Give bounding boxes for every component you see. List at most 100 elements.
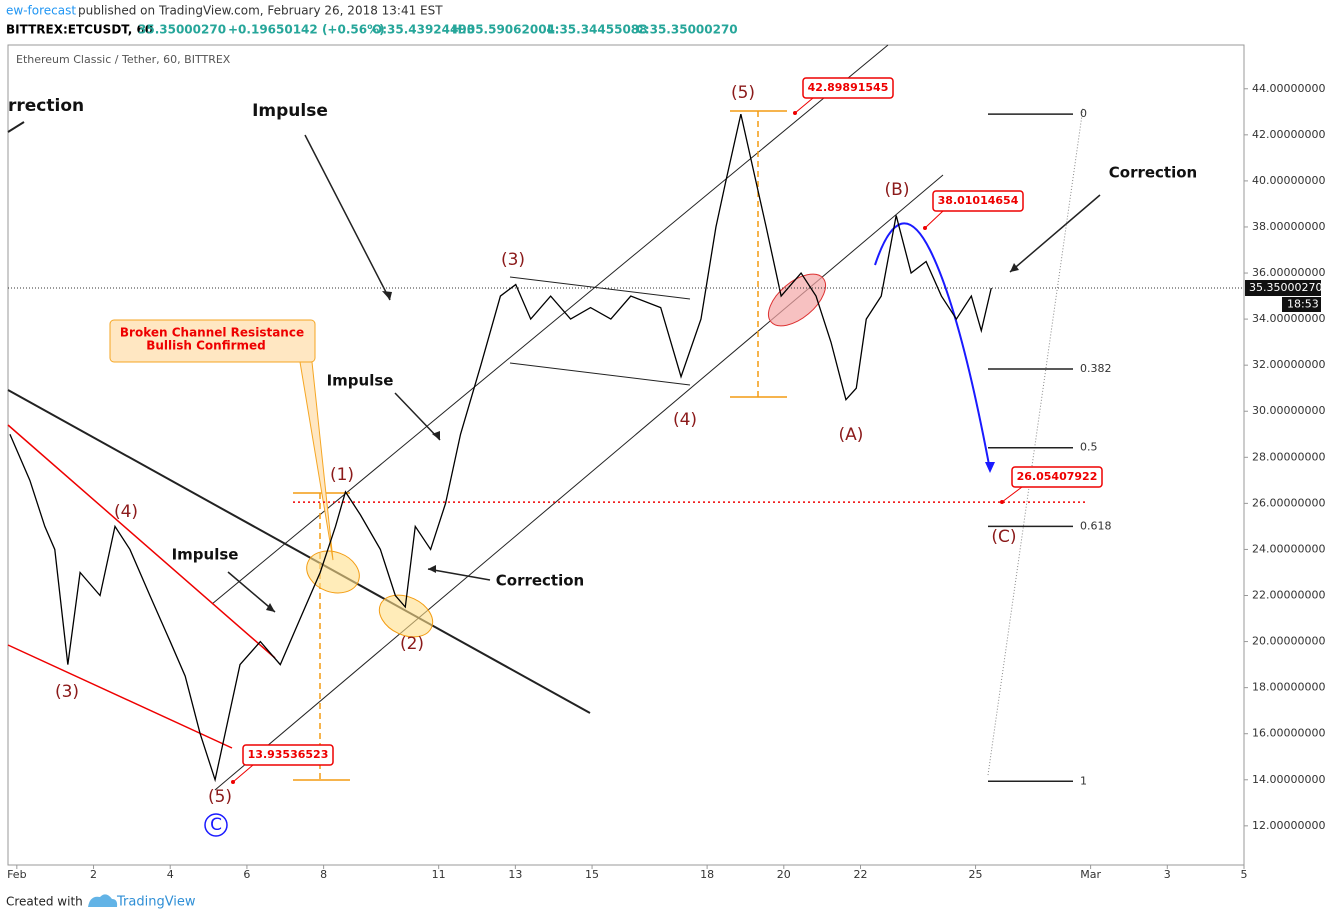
price-label: 42.89891545 [808, 81, 889, 94]
measure [293, 110, 787, 781]
close: C:35.35000270 [636, 23, 738, 37]
y-tick-label: 42.00000000 [1252, 128, 1325, 141]
x-tick-label: 22 [854, 868, 868, 881]
author[interactable]: ew-forecast [6, 4, 76, 18]
price-dot [1000, 500, 1004, 504]
price-label: 38.01014654 [938, 194, 1019, 207]
highlight [306, 550, 360, 594]
price: 35.35000270 [138, 23, 226, 37]
fib-label: 0.618 [1080, 519, 1112, 532]
annotation: Correction [1109, 164, 1197, 182]
wave-label: (4) [673, 410, 697, 430]
x-tick-label: 6 [243, 868, 250, 881]
symbol: BITTREX:ETCUSDT, 60 [6, 23, 153, 37]
y-tick-label: 36.00000000 [1252, 266, 1325, 279]
footer-text: Created with [6, 895, 83, 909]
drawings [7, 44, 1101, 791]
y-tick-label: 24.00000000 [1252, 542, 1325, 555]
price-dot [793, 111, 797, 115]
price-dot [231, 780, 235, 784]
price-pointer [232, 764, 254, 783]
x-tick-label: 18 [700, 868, 714, 881]
x-tick-label: Mar [1080, 868, 1101, 881]
highlight [768, 273, 826, 327]
highlight [378, 594, 434, 638]
annotation: Impulse [172, 546, 239, 564]
brand[interactable]: TradingView [116, 895, 196, 910]
note-text: Broken Channel Resistance [120, 326, 304, 340]
price-box [1011, 466, 1103, 488]
x-tick-label: 5 [1241, 868, 1248, 881]
red-lines [7, 222, 995, 749]
wave-label: (B) [885, 180, 910, 200]
x-tick-label: 25 [969, 868, 983, 881]
y-tick-label: 38.00000000 [1252, 220, 1325, 233]
price-label: 13.93536523 [248, 748, 329, 761]
change: +0.19650142 (+0.56%) [228, 23, 385, 37]
y-tick-label: 18.00000000 [1252, 681, 1325, 694]
y-tick-label: 32.00000000 [1252, 358, 1325, 371]
y-tick-label: 34.00000000 [1252, 312, 1325, 325]
high: H:35.59062004 [452, 23, 555, 37]
price-dot [923, 226, 927, 230]
price-label: 26.05407922 [1017, 470, 1098, 483]
fib-label: 0.382 [1080, 362, 1112, 375]
x-tick-label: 2 [90, 868, 97, 881]
annotation: Impulse [327, 372, 394, 390]
note-box [109, 319, 316, 363]
y-tick-label: 14.00000000 [1252, 773, 1325, 786]
y-tick-label: 40.00000000 [1252, 174, 1325, 187]
countdown: 18:53 [1287, 298, 1319, 311]
wave-label: (3) [501, 250, 525, 270]
price-box [932, 190, 1024, 212]
annotation: Correction [496, 572, 584, 590]
subtitle: Ethereum Classic / Tether, 60, BITTREX [16, 53, 231, 66]
plot-frame [7, 44, 1245, 866]
x-tick-label: Feb [7, 868, 26, 881]
x-tick-label: 8 [320, 868, 327, 881]
note-pointer [299, 361, 334, 561]
y-tick-label: 26.00000000 [1252, 496, 1325, 509]
open: O:35.43924490 [372, 23, 475, 37]
footer: Created with TradingView [6, 894, 196, 910]
logo [88, 894, 118, 907]
annotation: Impulse [252, 101, 328, 121]
y-tick-label: 12.00000000 [1252, 819, 1325, 832]
price-line [9, 113, 992, 783]
last-price-box [1245, 280, 1321, 297]
low: L:35.34455088 [547, 23, 648, 37]
y-tick-label: 22.00000000 [1252, 589, 1325, 602]
y-tick-label: 44.00000000 [1252, 82, 1325, 95]
price-pointer [924, 210, 944, 229]
annotation: rrection [8, 96, 84, 116]
last-price-label: 35.35000270 [1249, 281, 1322, 294]
x-tick-label: 4 [167, 868, 174, 881]
note-text: Bullish Confirmed [146, 339, 266, 353]
x-tick-label: 3 [1164, 868, 1171, 881]
wave-label: (C) [991, 527, 1016, 547]
wave-label: (2) [400, 634, 424, 654]
price-box [242, 744, 334, 766]
price-box [802, 77, 894, 99]
y-tick-label: 30.00000000 [1252, 404, 1325, 417]
arrowheads [266, 263, 1019, 612]
fib-label: 0 [1080, 107, 1087, 120]
x-tick-label: 13 [508, 868, 522, 881]
wave-label: (A) [839, 425, 864, 445]
price-pointer [1001, 486, 1023, 503]
wave-label: (5) [208, 787, 232, 807]
wave-label: C [210, 815, 222, 835]
wave-label: (4) [114, 502, 138, 522]
y-tick-label: 28.00000000 [1252, 450, 1325, 463]
fib-label: 0.5 [1080, 441, 1098, 454]
x-tick-label: 20 [777, 868, 791, 881]
wave-label: (1) [330, 465, 354, 485]
wave-label: (5) [731, 83, 755, 103]
countdown-box [1282, 297, 1321, 313]
fib-label: 1 [1080, 774, 1087, 787]
wave-label: (3) [55, 682, 79, 702]
y-tick-label: 16.00000000 [1252, 727, 1325, 740]
x-tick-label: 11 [432, 868, 446, 881]
published: published on TradingView.com, February 2… [78, 4, 443, 18]
